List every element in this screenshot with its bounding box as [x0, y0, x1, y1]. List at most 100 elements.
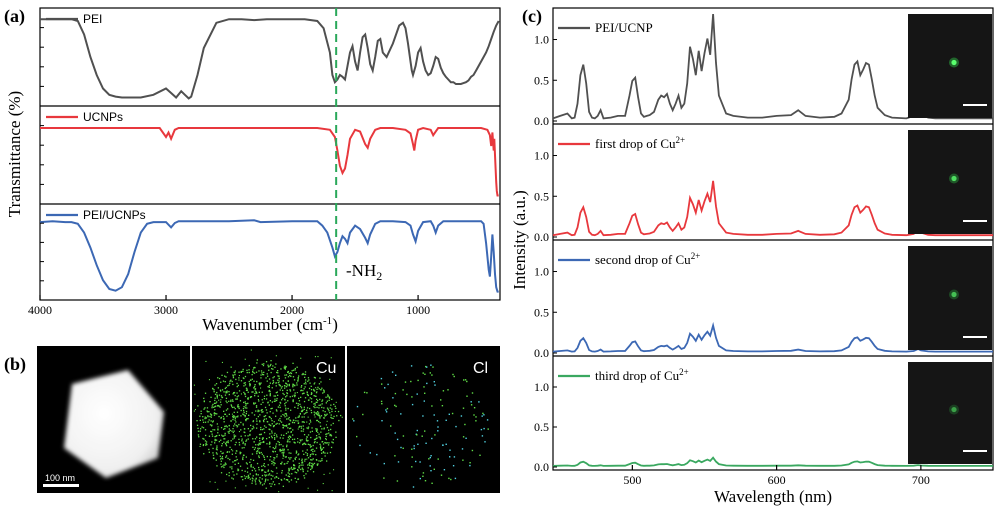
edx-cu-dot: [215, 405, 217, 407]
edx-cu-dot: [250, 349, 252, 351]
edx-cu-dot: [284, 374, 286, 376]
edx-cu-dot: [305, 473, 307, 475]
edx-cu-dot: [302, 372, 304, 375]
emission-y-tick-label: 0.5: [534, 305, 549, 319]
edx-cu-dot: [260, 387, 262, 389]
edx-cu-dot: [325, 442, 327, 444]
edx-cl-dot: [402, 435, 405, 437]
edx-cl-dot: [425, 442, 427, 444]
edx-cu-dot: [313, 376, 316, 379]
edx-cu-dot: [310, 398, 313, 400]
edx-cu-dot: [266, 474, 268, 476]
edx-cu-dot: [287, 449, 289, 451]
edx-cl-dot: [359, 444, 361, 447]
edx-cu-dot: [263, 425, 266, 427]
edx-cu-dot: [232, 393, 234, 395]
edx-cu-dot: [230, 448, 233, 451]
edx-cu-dot: [236, 396, 238, 398]
edx-cu-dot: [207, 416, 209, 418]
edx-cu-dot: [252, 425, 254, 427]
edx-cu-dot: [305, 443, 307, 445]
edx-cu-dot: [214, 393, 217, 395]
edx-cu-dot: [234, 423, 236, 425]
edx-cl-dot: [381, 420, 383, 422]
edx-cu-dot: [203, 408, 205, 410]
edx-cu-dot: [290, 372, 292, 374]
edx-cu-dot: [303, 413, 305, 415]
edx-cu-dot: [230, 420, 232, 422]
edx-cl-dot: [469, 462, 471, 464]
edx-cu-dot: [275, 382, 277, 384]
edx-cu-dot: [231, 413, 233, 415]
edx-cu-dot: [268, 386, 270, 388]
edx-cu-dot: [267, 402, 269, 404]
edx-cu-dot: [218, 394, 221, 396]
edx-cu-dot: [203, 453, 205, 455]
edx-cu-dot: [293, 422, 296, 424]
edx-cl-dot: [366, 392, 368, 394]
edx-cu-dot: [307, 416, 309, 418]
edx-cu-dot: [220, 460, 222, 462]
edx-cu-dot: [309, 454, 312, 456]
edx-cl-dot: [400, 413, 402, 415]
edx-cu-dot: [290, 479, 293, 481]
edx-cu-dot: [208, 411, 210, 413]
edx-cu-dot: [264, 471, 266, 473]
edx-cu-dot: [316, 464, 319, 466]
edx-cl-dot: [471, 392, 474, 394]
edx-cu-dot: [305, 379, 307, 381]
edx-cu-dot: [223, 428, 225, 430]
edx-cu-dot: [302, 464, 304, 466]
edx-cu-dot: [246, 467, 249, 469]
edx-cu-dot: [236, 473, 238, 475]
edx-cu-dot: [326, 442, 328, 444]
edx-cu-dot: [265, 426, 267, 428]
edx-cu-dot: [262, 455, 265, 457]
edx-cu-dot: [212, 454, 215, 456]
edx-cu-dot: [266, 380, 268, 382]
edx-cu-dot: [211, 405, 213, 407]
edx-cu-dot: [273, 448, 276, 450]
edx-cl-dot: [455, 425, 457, 428]
edx-cu-dot: [334, 405, 336, 407]
edx-cl-dot: [429, 372, 431, 374]
edx-cu-dot: [315, 395, 317, 397]
edx-cu-dot: [300, 386, 302, 388]
edx-cu-dot: [243, 385, 245, 387]
edx-cu-dot: [266, 394, 268, 396]
edx-cu-dot: [257, 395, 259, 397]
edx-cu-dot: [225, 376, 227, 378]
edx-cu-dot: [224, 394, 227, 396]
edx-cu-dot: [242, 458, 244, 460]
edx-cl-dot: [475, 420, 477, 422]
edx-cl-dot: [363, 391, 366, 394]
edx-cu-dot: [277, 477, 280, 479]
edx-cu-dot: [241, 438, 243, 440]
edx-cu-dot: [301, 385, 303, 387]
edx-cu-dot: [237, 468, 239, 470]
edx-cu-dot: [245, 403, 248, 405]
edx-cu-dot: [297, 438, 299, 440]
edx-cu-dot: [294, 458, 296, 461]
edx-cu-dot: [274, 366, 276, 368]
edx-cu-dot: [269, 459, 271, 461]
edx-cu-dot: [303, 442, 306, 444]
edx-cu-dot: [306, 411, 308, 413]
edx-cu-dot: [287, 376, 290, 378]
edx-cu-dot: [248, 371, 250, 374]
edx-cu-dot: [312, 463, 314, 465]
edx-cu-dot: [282, 389, 284, 392]
edx-cu-dot: [341, 416, 343, 418]
edx-cu-dot: [284, 398, 286, 401]
edx-cu-dot: [271, 420, 273, 422]
edx-cu-dot: [264, 415, 266, 418]
edx-cu-dot: [295, 420, 297, 422]
edx-cu-dot: [301, 410, 303, 413]
edx-cl-dot: [395, 405, 397, 408]
edx-cu-dot: [314, 402, 316, 405]
edx-cu-dot: [230, 440, 232, 442]
edx-cu-dot: [298, 453, 300, 455]
edx-cu-dot: [297, 454, 299, 456]
edx-cu-dot: [242, 442, 244, 445]
edx-cu-dot: [260, 377, 262, 379]
